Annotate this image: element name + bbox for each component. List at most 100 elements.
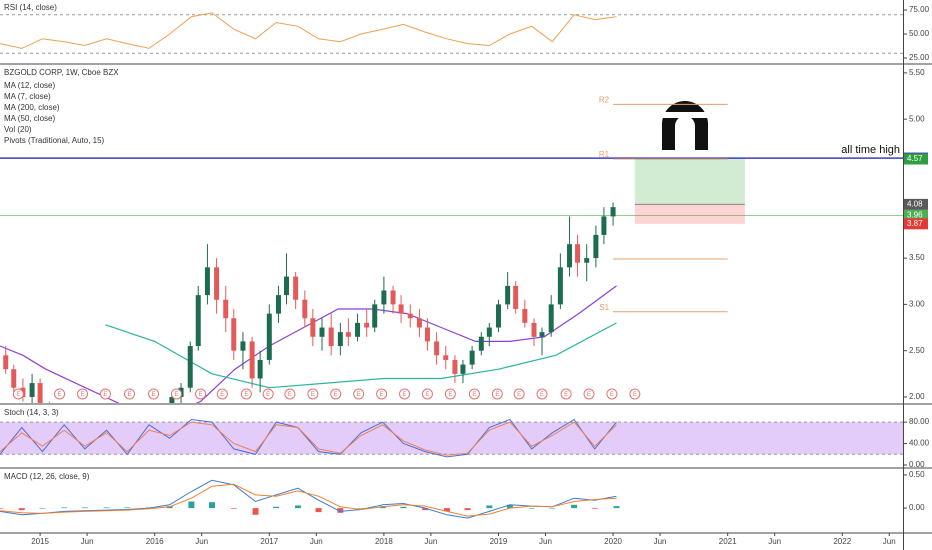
earnings-marker: [468, 388, 480, 400]
candle-body: [231, 318, 237, 351]
line-series: [0, 421, 617, 456]
earnings-marker: [444, 388, 456, 400]
earnings-marker: [195, 388, 207, 400]
x-tick-label: 2016: [146, 537, 164, 546]
legend-entry: Vol (20): [4, 125, 32, 134]
x-tick-label: 2022: [833, 537, 851, 546]
y-tick-label: 80.00: [909, 417, 930, 426]
earnings-marker: [54, 388, 66, 400]
y-tick-label: 2.00: [909, 392, 925, 401]
candle-body: [275, 295, 281, 314]
candle-body: [539, 332, 545, 337]
pane: [0, 479, 620, 519]
histogram-bar: [422, 508, 429, 511]
histogram-bar: [591, 508, 598, 509]
y-tick-label: 2.50: [909, 346, 925, 355]
price-label-box: [904, 209, 928, 221]
earnings-label: E: [58, 392, 62, 398]
earnings-marker: [170, 388, 182, 400]
earnings-marker: [606, 388, 618, 400]
candle-body: [557, 267, 563, 305]
earnings-label: E: [517, 392, 521, 398]
candle-body: [548, 304, 554, 333]
histogram-bar: [81, 507, 88, 509]
candle-body: [575, 244, 581, 263]
candle-body: [407, 313, 413, 319]
earnings-label: E: [174, 392, 178, 398]
x-tick-label: Jun: [883, 537, 896, 546]
candle-body: [416, 318, 422, 328]
price-label-box: [904, 198, 928, 210]
candle-body: [381, 290, 387, 305]
candle-body: [372, 304, 378, 328]
histogram-bar: [103, 507, 110, 509]
histogram-bar: [613, 506, 620, 509]
earnings-marker: [491, 388, 503, 400]
earnings-marker: [421, 388, 433, 400]
candle-body: [398, 304, 404, 314]
y-tick-label: 3.50: [909, 253, 925, 262]
candle-body: [223, 299, 229, 319]
earnings-label: E: [633, 392, 637, 398]
candle-body: [11, 369, 17, 388]
line-series: [105, 322, 617, 389]
y-tick-label: 75.00: [909, 5, 930, 14]
candle-body: [478, 336, 484, 351]
legend-entry: Pivots (Traditional, Auto, 15): [4, 136, 105, 145]
histogram-bar: [549, 508, 556, 509]
x-tick-label: 2015: [31, 537, 49, 546]
candle-body: [319, 327, 325, 337]
earnings-label: E: [127, 392, 131, 398]
pane-title: BZGOLD CORP, 1W, Cboe BZX: [4, 68, 119, 77]
candle-body: [593, 234, 599, 259]
candle-body: [257, 359, 263, 379]
earnings-label: E: [244, 392, 248, 398]
candle-body: [460, 364, 466, 374]
earnings-marker: [629, 388, 641, 400]
histogram-bar: [18, 508, 25, 511]
earnings-label: E: [199, 392, 203, 398]
earnings-marker: [12, 388, 24, 400]
earnings-marker: [399, 388, 411, 400]
candle-body: [434, 341, 440, 356]
pivot-label: R1: [599, 150, 610, 159]
candle-body: [29, 383, 35, 397]
earnings-marker: [307, 388, 319, 400]
histogram-bar: [230, 508, 237, 509]
histogram-bar: [528, 508, 535, 509]
pane: [0, 12, 903, 54]
earnings-marker: [240, 388, 252, 400]
candle-body: [3, 355, 9, 370]
stop-zone: [634, 204, 745, 224]
candle-body: [249, 341, 255, 379]
earnings-label: E: [448, 392, 452, 398]
pane-title: Stoch (14, 3, 3): [4, 408, 59, 417]
earnings-marker: [262, 388, 274, 400]
earnings-marker: [148, 388, 160, 400]
earnings-marker: [99, 388, 111, 400]
earnings-marker: [536, 388, 548, 400]
histogram-bar: [337, 508, 344, 513]
candle-body: [37, 383, 43, 403]
price-label-box: [904, 153, 928, 165]
earnings-label: E: [266, 392, 270, 398]
earnings-label: E: [610, 392, 614, 398]
line-series: [0, 12, 617, 49]
earnings-label: E: [587, 392, 591, 398]
candle-body: [337, 332, 343, 347]
price-label: 4.57: [907, 154, 923, 163]
pane-title: RSI (14, close): [4, 3, 57, 12]
x-tick-label: Jun: [310, 537, 323, 546]
candle-body: [469, 350, 475, 365]
x-tick-label: Jun: [195, 537, 208, 546]
candle-body: [584, 258, 590, 263]
x-tick-label: Jun: [539, 537, 552, 546]
pane: [0, 418, 903, 458]
candle-body: [266, 313, 272, 360]
annotation: all time high: [841, 144, 900, 156]
histogram-bar: [294, 505, 301, 509]
y-tick-label: 50.00: [909, 29, 930, 38]
earnings-marker: [77, 388, 89, 400]
candle-body: [443, 355, 449, 360]
